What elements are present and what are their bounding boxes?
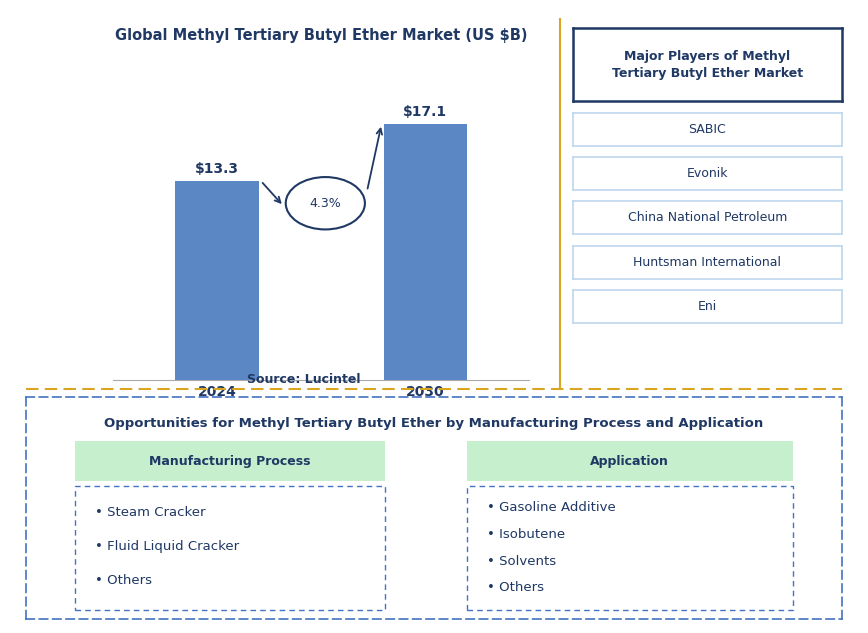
Bar	[384, 124, 467, 380]
Text: Huntsman International: Huntsman International	[634, 256, 781, 268]
Ellipse shape	[286, 177, 365, 229]
Text: • Solvents: • Solvents	[487, 555, 556, 568]
Text: • Others: • Others	[487, 582, 544, 594]
FancyBboxPatch shape	[467, 486, 793, 610]
Text: $13.3: $13.3	[195, 162, 239, 177]
Text: Major Players of Methyl
Tertiary Butyl Ether Market: Major Players of Methyl Tertiary Butyl E…	[612, 50, 803, 80]
FancyBboxPatch shape	[75, 441, 385, 481]
Text: • Steam Cracker: • Steam Cracker	[95, 506, 206, 519]
Text: • Isobutene: • Isobutene	[487, 528, 565, 541]
FancyBboxPatch shape	[467, 441, 793, 481]
Text: Eni: Eni	[698, 300, 717, 313]
Text: Evonik: Evonik	[687, 167, 728, 180]
Text: China National Petroleum: China National Petroleum	[628, 211, 787, 224]
Text: Application: Application	[590, 455, 669, 468]
Text: SABIC: SABIC	[688, 123, 727, 135]
Text: Opportunities for Methyl Tertiary Butyl Ether by Manufacturing Process and Appli: Opportunities for Methyl Tertiary Butyl …	[104, 417, 764, 430]
Title: Global Methyl Tertiary Butyl Ether Market (US $B): Global Methyl Tertiary Butyl Ether Marke…	[115, 27, 528, 42]
Bar	[175, 181, 259, 380]
Text: 4.3%: 4.3%	[310, 197, 341, 210]
FancyBboxPatch shape	[75, 486, 385, 610]
Text: • Fluid Liquid Cracker: • Fluid Liquid Cracker	[95, 540, 240, 553]
Text: Source: Lucintel: Source: Lucintel	[247, 373, 360, 386]
Text: • Gasoline Additive: • Gasoline Additive	[487, 501, 615, 515]
Text: Manufacturing Process: Manufacturing Process	[149, 455, 311, 468]
Text: • Others: • Others	[95, 574, 153, 587]
Text: $17.1: $17.1	[404, 106, 447, 120]
